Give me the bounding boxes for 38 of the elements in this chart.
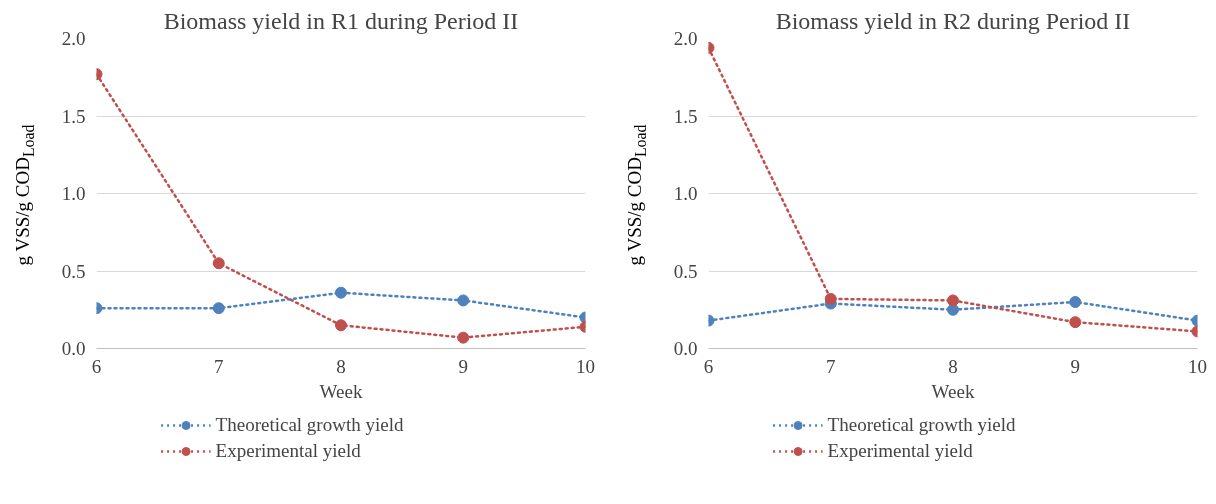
y-tick-label: 0.5 [673,260,698,282]
x-tick-label: 6 [703,355,714,377]
legend-label: Theoretical growth yield [215,414,404,436]
point [947,294,959,307]
x-tick-label: 7 [214,355,224,377]
legend-label: Experimental yield [215,440,361,462]
x-axis-title: Week [931,380,975,402]
x-axis-title: Week [319,380,363,402]
y-tick-label: 0.0 [673,338,698,359]
x-tick-label: 10 [576,355,595,377]
point [824,292,837,305]
y-tick-label: 1.5 [61,105,86,127]
x-tick-label: 9 [458,355,468,377]
point [1069,316,1082,329]
x-tick-label: 8 [336,355,346,377]
y-tick-label: 1.0 [673,183,698,204]
x-tick-label: 9 [1070,355,1080,377]
legend-label: Theoretical growth yield [827,414,1016,436]
chart-title: Biomass yield in R1 during Period II [163,7,519,34]
y-tick-label: 2.0 [673,28,698,49]
y-tick-label: 2.0 [61,28,86,49]
chart-title: Biomass yield in R2 during Period II [775,7,1131,34]
x-tick-label: 8 [948,355,958,377]
point [1069,296,1082,308]
point [335,286,347,299]
y-tick-label: 0.0 [61,338,86,359]
x-tick-label: 7 [826,355,836,377]
x-tick-label: 10 [1188,355,1207,377]
y-tick-label: 1.5 [673,105,698,127]
point [335,319,347,332]
y-tick-label: 1.0 [61,183,86,204]
x-tick-label: 6 [91,355,102,377]
point [212,257,225,270]
point [457,331,470,344]
point [457,294,470,307]
point [212,302,225,315]
y-tick-label: 0.5 [61,260,86,282]
legend-label: Experimental yield [827,440,973,462]
